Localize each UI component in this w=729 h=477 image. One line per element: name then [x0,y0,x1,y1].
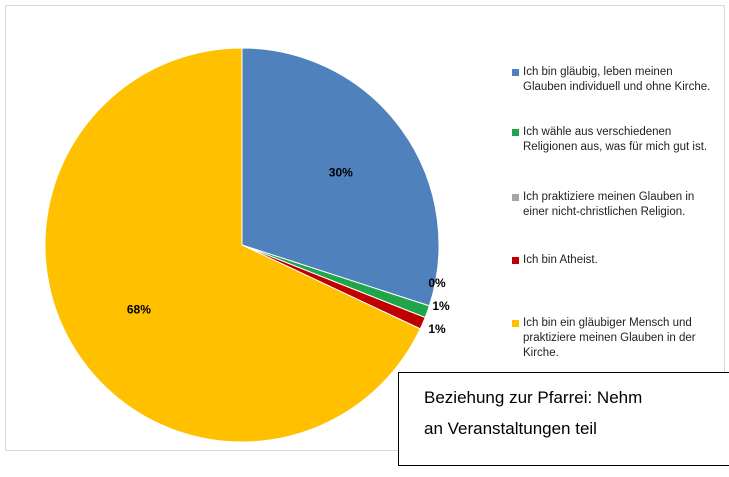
text-box: Beziehung zur Pfarrei: Nehm an Veranstal… [398,372,729,466]
pie-slice [241,47,440,307]
legend-swatch [512,320,519,327]
legend-swatch [512,257,519,264]
data-label: 30% [329,165,353,179]
legend-label: Ich wähle aus verschiedenen Religionen a… [523,126,708,153]
legend-item: Ich bin ein gläubiger Mensch und praktiz… [512,316,712,361]
data-label: 68% [127,303,151,317]
pie-slice [44,47,421,443]
data-label: 1% [432,299,450,313]
legend-swatch [512,69,519,76]
chart-frame [5,5,725,451]
data-label: 0% [428,276,446,290]
legend-label: Ich bin gläubig, leben meinen Glauben in… [523,66,711,93]
legend-swatch [512,194,519,201]
note-line: Beziehung zur Pfarrei: Nehm [424,388,643,407]
legend-item: Ich bin gläubig, leben meinen Glauben in… [512,65,712,95]
legend-item: Ich bin Atheist. [512,253,712,268]
legend-label: Ich bin Atheist. [523,254,598,266]
legend-item: Ich praktiziere meinen Glauben in einer … [512,190,712,220]
legend-label: Ich bin ein gläubiger Mensch und praktiz… [523,317,696,359]
legend-label: Ich praktiziere meinen Glauben in einer … [523,191,695,218]
legend-item: Ich wähle aus verschiedenen Religionen a… [512,125,712,155]
legend-swatch [512,129,519,136]
data-label: 1% [428,322,446,336]
note-line: an Veranstaltungen teil [424,419,597,438]
